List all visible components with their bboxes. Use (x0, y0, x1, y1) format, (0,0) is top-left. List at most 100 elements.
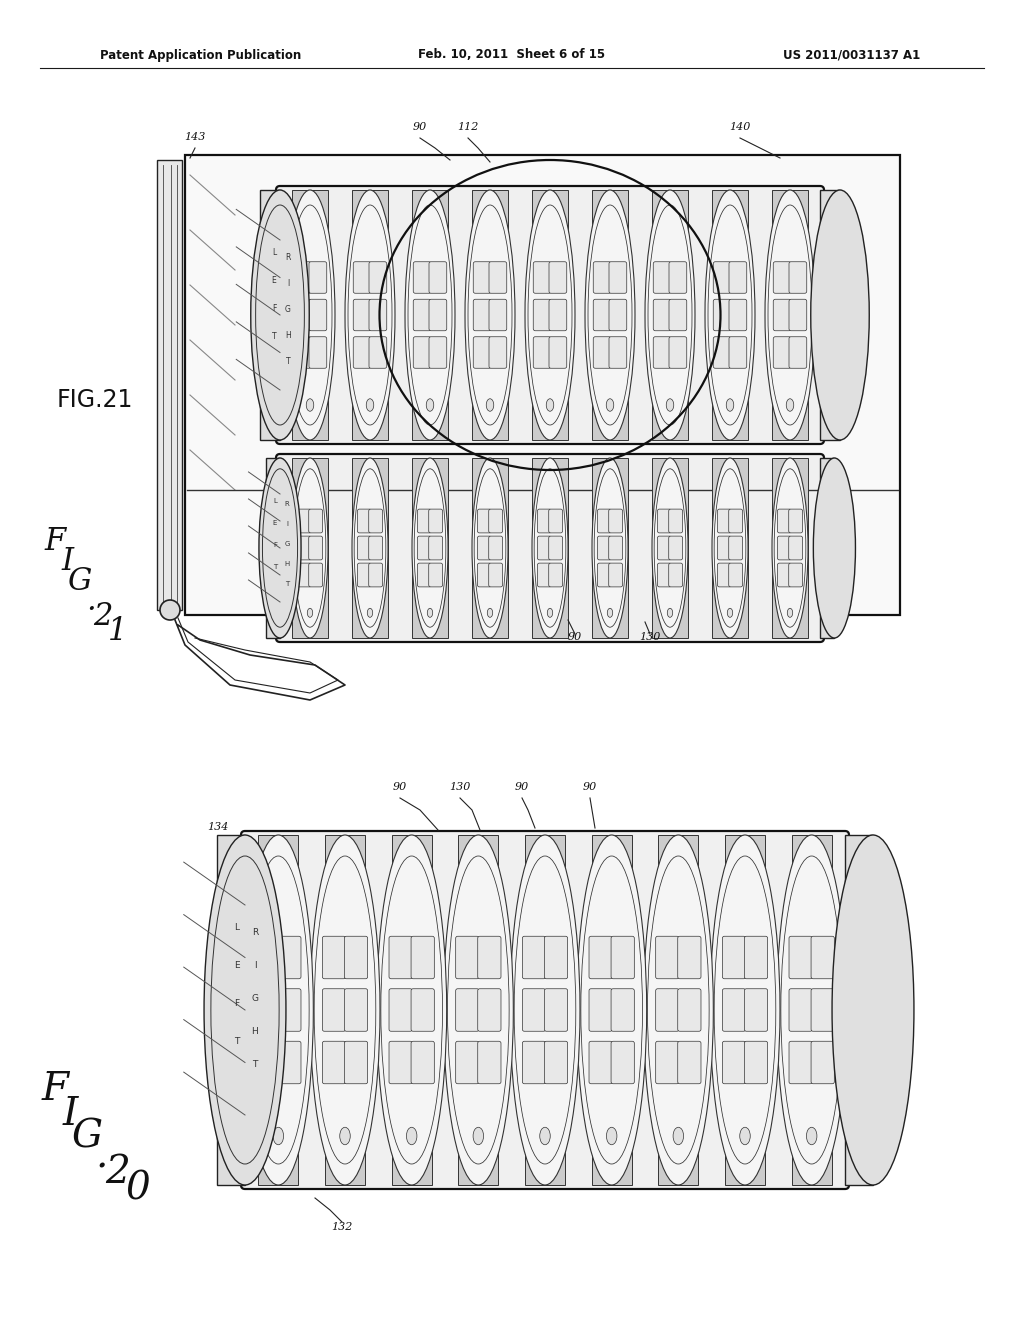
FancyBboxPatch shape (278, 989, 301, 1031)
FancyBboxPatch shape (308, 510, 323, 533)
Text: T: T (234, 1038, 240, 1045)
Text: 90: 90 (393, 781, 408, 792)
FancyBboxPatch shape (369, 337, 387, 368)
FancyBboxPatch shape (729, 261, 746, 293)
FancyBboxPatch shape (729, 564, 742, 587)
Ellipse shape (807, 1127, 817, 1144)
Bar (592, 836, 632, 1185)
Ellipse shape (811, 190, 869, 440)
Text: F: F (44, 525, 66, 557)
Ellipse shape (310, 836, 380, 1185)
Text: 143: 143 (184, 132, 206, 143)
FancyBboxPatch shape (678, 936, 701, 978)
Text: Patent Application Publication: Patent Application Publication (100, 49, 301, 62)
Ellipse shape (306, 399, 313, 412)
FancyBboxPatch shape (429, 337, 446, 368)
FancyBboxPatch shape (538, 564, 551, 587)
FancyBboxPatch shape (589, 1041, 612, 1084)
FancyBboxPatch shape (369, 300, 387, 331)
FancyBboxPatch shape (429, 536, 442, 560)
FancyBboxPatch shape (478, 1041, 501, 1084)
FancyBboxPatch shape (323, 936, 346, 978)
Ellipse shape (285, 190, 335, 440)
FancyBboxPatch shape (777, 536, 792, 560)
FancyBboxPatch shape (790, 936, 812, 978)
FancyBboxPatch shape (549, 261, 566, 293)
Text: L: L (273, 498, 276, 504)
Text: F: F (234, 999, 240, 1008)
Bar (532, 190, 568, 440)
Text: R: R (252, 928, 258, 937)
FancyBboxPatch shape (353, 300, 371, 331)
FancyBboxPatch shape (293, 337, 311, 368)
FancyBboxPatch shape (589, 936, 612, 978)
FancyBboxPatch shape (357, 510, 372, 533)
FancyBboxPatch shape (609, 300, 627, 331)
FancyBboxPatch shape (714, 300, 731, 331)
FancyBboxPatch shape (276, 454, 824, 642)
FancyBboxPatch shape (811, 989, 835, 1031)
FancyBboxPatch shape (418, 564, 431, 587)
Text: E: E (271, 276, 276, 285)
Text: G: G (252, 994, 258, 1003)
FancyBboxPatch shape (593, 337, 611, 368)
Ellipse shape (352, 458, 388, 638)
Ellipse shape (786, 399, 794, 412)
Text: T: T (271, 333, 276, 341)
FancyBboxPatch shape (729, 300, 746, 331)
Text: I: I (286, 521, 288, 527)
FancyBboxPatch shape (678, 989, 701, 1031)
Ellipse shape (532, 458, 568, 638)
FancyBboxPatch shape (256, 989, 279, 1031)
Ellipse shape (510, 836, 580, 1185)
FancyBboxPatch shape (414, 337, 431, 368)
FancyBboxPatch shape (773, 300, 791, 331)
FancyBboxPatch shape (293, 261, 311, 293)
FancyBboxPatch shape (549, 337, 566, 368)
FancyBboxPatch shape (777, 564, 792, 587)
FancyBboxPatch shape (714, 337, 731, 368)
Ellipse shape (705, 190, 755, 440)
Text: E: E (272, 520, 278, 525)
FancyBboxPatch shape (278, 936, 301, 978)
Bar (352, 458, 388, 638)
Text: .: . (96, 1139, 109, 1176)
FancyBboxPatch shape (414, 261, 431, 293)
FancyBboxPatch shape (534, 261, 551, 293)
Bar (712, 190, 748, 440)
FancyBboxPatch shape (657, 564, 672, 587)
FancyBboxPatch shape (669, 536, 683, 560)
FancyBboxPatch shape (549, 536, 562, 560)
FancyBboxPatch shape (241, 832, 849, 1189)
FancyBboxPatch shape (357, 536, 372, 560)
Bar (292, 458, 328, 638)
FancyBboxPatch shape (744, 1041, 768, 1084)
FancyBboxPatch shape (669, 510, 683, 533)
Text: F: F (271, 304, 276, 313)
Ellipse shape (368, 609, 373, 618)
FancyBboxPatch shape (488, 564, 503, 587)
Text: I: I (62, 1096, 78, 1133)
Bar (472, 190, 508, 440)
FancyBboxPatch shape (811, 936, 835, 978)
FancyBboxPatch shape (811, 1041, 835, 1084)
Ellipse shape (292, 458, 328, 638)
FancyBboxPatch shape (411, 989, 434, 1031)
FancyBboxPatch shape (473, 300, 490, 331)
Ellipse shape (787, 609, 793, 618)
FancyBboxPatch shape (389, 989, 413, 1031)
Text: 130: 130 (450, 781, 471, 792)
FancyBboxPatch shape (344, 989, 368, 1031)
Text: G: G (72, 1119, 102, 1156)
FancyBboxPatch shape (522, 936, 546, 978)
Ellipse shape (577, 836, 647, 1185)
FancyBboxPatch shape (744, 936, 768, 978)
Ellipse shape (585, 190, 635, 440)
Text: R: R (285, 502, 290, 507)
FancyBboxPatch shape (545, 989, 567, 1031)
Text: G: G (67, 566, 91, 597)
Ellipse shape (833, 836, 914, 1185)
FancyBboxPatch shape (718, 536, 731, 560)
Text: I: I (61, 546, 73, 577)
FancyBboxPatch shape (655, 989, 679, 1031)
